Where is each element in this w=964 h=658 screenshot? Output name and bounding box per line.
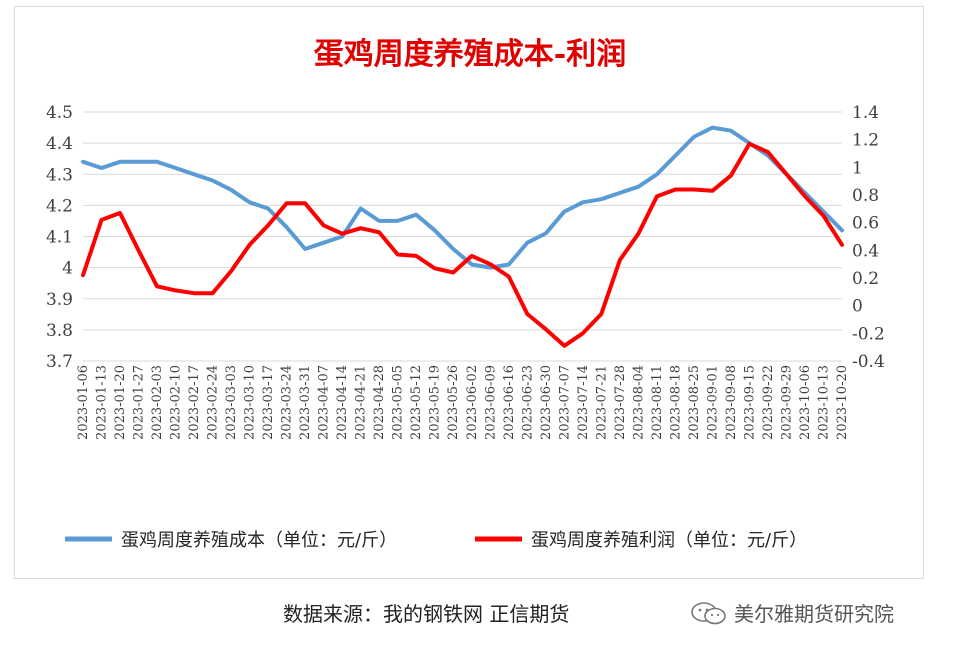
x-tick-label: 2023-03-10 — [243, 365, 258, 440]
x-tick-label: 2023-07-28 — [613, 365, 628, 440]
x-tick-label: 2023-02-24 — [206, 365, 221, 440]
left-tick-label: 4.3 — [46, 165, 73, 185]
x-tick-label: 2023-06-09 — [483, 365, 498, 440]
x-tick-label: 2023-08-18 — [668, 365, 683, 440]
x-tick-label: 2023-07-14 — [576, 365, 591, 440]
x-tick-label: 2023-06-23 — [520, 365, 535, 440]
x-tick-label: 2023-01-20 — [113, 365, 128, 440]
x-tick-label: 2023-08-11 — [650, 365, 665, 440]
x-axis: 2023-01-06 2023-01-13 2023-01-20 2023-01-27… — [76, 365, 850, 440]
gridlines — [83, 111, 842, 362]
x-tick-label: 2023-06-30 — [539, 365, 554, 440]
right-tick-label: 1.4 — [852, 103, 879, 123]
right-tick-label: 0 — [852, 297, 863, 317]
x-tick-label: 2023-09-08 — [724, 365, 739, 440]
x-tick-label: 2023-07-07 — [557, 365, 572, 440]
x-tick-label: 2023-05-12 — [409, 365, 424, 440]
legend-label-cost: 蛋鸡周度养殖成本（单位：元/斤） — [121, 529, 397, 551]
data-source-note: 数据来源：我的钢铁网 正信期货 — [283, 602, 570, 626]
wechat-icon — [691, 601, 726, 624]
chart: 蛋鸡周度养殖成本-利润 4.5 4.4 4.3 4.2 4.1 4 3.9 3.8 3.7 1.… — [46, 37, 885, 551]
x-tick-label: 2023-05-26 — [446, 365, 461, 440]
left-tick-label: 4.5 — [46, 103, 73, 123]
x-tick-label: 2023-02-17 — [187, 365, 202, 440]
x-tick-label: 2023-08-04 — [631, 365, 646, 440]
left-tick-label: 4.2 — [46, 196, 73, 216]
x-tick-label: 2023-10-20 — [835, 365, 850, 440]
x-tick-label: 2023-05-05 — [391, 365, 406, 440]
x-tick-label: 2023-04-21 — [354, 365, 369, 440]
right-tick-label: -0.4 — [852, 352, 885, 372]
x-tick-label: 2023-02-03 — [150, 365, 165, 440]
x-tick-label: 2023-03-31 — [298, 365, 313, 440]
series-layer — [81, 125, 844, 348]
chart-frame: 蛋鸡周度养殖成本-利润 4.5 4.4 4.3 4.2 4.1 4 3.9 3.8 3.7 1.… — [14, 6, 924, 579]
x-tick-label: 2023-01-06 — [76, 365, 91, 440]
x-tick-label: 2023-04-28 — [372, 365, 387, 440]
x-tick-label: 2023-09-15 — [742, 365, 757, 440]
x-tick-label: 2023-09-01 — [705, 365, 720, 440]
legend-label-profit: 蛋鸡周度养殖利润（单位：元/斤） — [531, 529, 807, 551]
right-tick-label: 0.6 — [852, 214, 879, 234]
watermark: 美尔雅期货研究院 — [690, 598, 894, 627]
x-tick-label: 2023-02-10 — [169, 365, 184, 440]
x-tick-label: 2023-09-22 — [761, 365, 776, 440]
x-tick-label: 2023-04-14 — [335, 365, 350, 440]
series-line-cost — [81, 125, 844, 270]
x-tick-label: 2023-03-24 — [280, 365, 295, 440]
right-tick-label: 0.2 — [852, 269, 879, 289]
x-tick-label: 2023-01-27 — [132, 365, 147, 440]
x-tick-label: 2023-04-07 — [317, 365, 332, 440]
left-tick-label: 3.9 — [46, 290, 73, 310]
chart-title: 蛋鸡周度养殖成本-利润 — [314, 37, 626, 72]
x-tick-label: 2023-10-13 — [816, 365, 831, 440]
legend: 蛋鸡周度养殖成本（单位：元/斤） 蛋鸡周度养殖利润（单位：元/斤） — [65, 529, 807, 551]
x-tick-label: 2023-09-29 — [779, 365, 794, 440]
right-tick-label: -0.2 — [852, 324, 885, 344]
left-tick-label: 3.8 — [46, 321, 73, 341]
x-tick-label: 2023-08-25 — [687, 365, 702, 440]
right-tick-label: 1.2 — [852, 131, 879, 151]
x-tick-label: 2023-03-03 — [224, 365, 239, 440]
x-tick-label: 2023-01-13 — [95, 365, 110, 440]
x-tick-label: 2023-03-17 — [261, 365, 276, 440]
left-tick-label: 4 — [62, 259, 73, 279]
left-tick-label: 4.1 — [46, 228, 73, 248]
watermark-text: 美尔雅期货研究院 — [734, 602, 894, 626]
series-line-profit — [81, 141, 844, 348]
x-tick-label: 2023-10-06 — [798, 365, 813, 440]
x-tick-label: 2023-07-21 — [594, 365, 609, 440]
left-tick-label: 3.7 — [46, 352, 73, 372]
right-tick-label: 1 — [852, 158, 863, 178]
right-tick-label: 0.4 — [852, 241, 879, 261]
right-axis: 1.4 1.2 1 0.8 0.6 0.4 0.2 0 -0.2 -0.4 — [852, 103, 885, 372]
left-tick-label: 4.4 — [46, 134, 73, 154]
x-tick-label: 2023-06-02 — [465, 365, 480, 440]
left-axis: 4.5 4.4 4.3 4.2 4.1 4 3.9 3.8 3.7 — [46, 103, 73, 372]
right-tick-label: 0.8 — [852, 186, 879, 206]
x-tick-label: 2023-05-19 — [428, 365, 443, 440]
x-tick-label: 2023-06-16 — [502, 365, 517, 440]
